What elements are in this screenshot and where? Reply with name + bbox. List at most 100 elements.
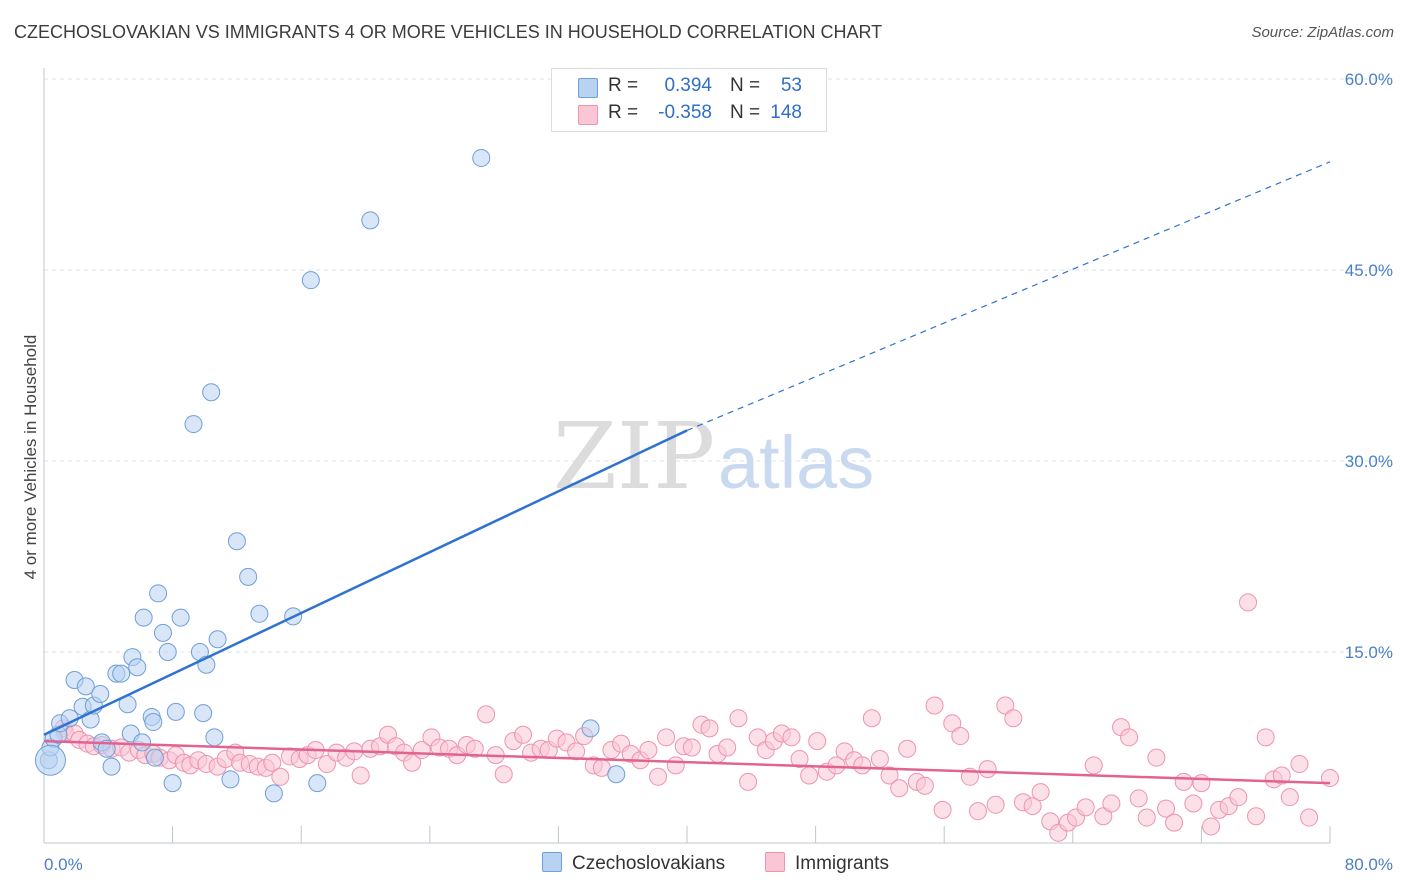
immigrants-trend-line xyxy=(43,739,1331,785)
czechoslovakians-point xyxy=(205,728,224,747)
immigrants-point xyxy=(1174,772,1193,791)
immigrants-point xyxy=(657,728,676,747)
czechoslovakians-point xyxy=(208,630,227,649)
czechoslovakians-trend-extension xyxy=(686,161,1331,431)
immigrants-point xyxy=(1290,755,1309,774)
czechoslovakians-point xyxy=(581,719,600,738)
r-label: R = xyxy=(608,102,639,123)
immigrants-point xyxy=(271,767,290,786)
blue-swatch xyxy=(578,78,598,98)
czechoslovakians-point xyxy=(166,702,185,721)
czechoslovakians-trend-line xyxy=(43,429,688,736)
x-tick-label: 0.0% xyxy=(44,855,83,874)
immigrants-point xyxy=(978,760,997,779)
immigrants-point xyxy=(1239,593,1258,612)
immigrants-point xyxy=(1202,817,1221,836)
czechoslovakians-point xyxy=(308,774,327,793)
trend-lines xyxy=(43,161,1331,785)
axes xyxy=(43,68,1331,844)
immigrants-point xyxy=(943,714,962,733)
y-tick-labels: 15.0% 30.0% 45.0% 60.0% xyxy=(1345,70,1393,662)
chart-title: CZECHOSLOVAKIAN VS IMMIGRANTS 4 OR MORE … xyxy=(14,22,883,42)
immigrants-point xyxy=(1004,709,1023,728)
czechoslovakians-point xyxy=(163,774,182,793)
czechoslovakians-point xyxy=(301,271,320,290)
czechoslovakians-point xyxy=(91,685,110,704)
immigrants-point xyxy=(870,749,889,768)
immigrants-point xyxy=(933,800,952,819)
czechoslovakians-point xyxy=(472,148,491,167)
immigrants-point xyxy=(682,738,701,757)
blue-swatch xyxy=(542,852,562,872)
immigrants-point xyxy=(800,766,819,785)
immigrants-point xyxy=(827,756,846,775)
immigrants-point xyxy=(465,739,484,758)
legend-item-czechoslovakians: Czechoslovakians xyxy=(542,852,725,875)
czechoslovakians-point xyxy=(227,532,246,551)
immigrants-point xyxy=(1272,766,1291,785)
immigrants-point xyxy=(1129,789,1148,808)
czechoslovakians-point xyxy=(607,765,626,784)
immigrants-point xyxy=(1165,813,1184,832)
czechoslovakians-points xyxy=(34,148,626,803)
immigrants-point xyxy=(1300,808,1319,827)
immigrants-point xyxy=(1084,756,1103,775)
immigrants-point xyxy=(639,741,658,760)
immigrants-point xyxy=(700,719,719,738)
n-value: 148 xyxy=(770,102,802,123)
legend-item-immigrants: Immigrants xyxy=(765,852,889,875)
y-tick-label: 15.0% xyxy=(1345,643,1393,662)
watermark: ZIP atlas xyxy=(553,403,874,510)
legend-label: Immigrants xyxy=(795,853,889,874)
immigrants-point xyxy=(1229,788,1248,807)
immigrants-point xyxy=(1031,783,1050,802)
watermark-atlas: atlas xyxy=(718,421,874,504)
czechoslovakians-point xyxy=(202,383,221,402)
immigrants-point xyxy=(729,709,748,728)
immigrants-point xyxy=(514,725,533,744)
immigrants-point xyxy=(898,739,917,758)
immigrants-point xyxy=(1147,748,1166,767)
immigrants-point xyxy=(1192,774,1211,793)
n-label: N = xyxy=(730,75,761,96)
immigrants-point xyxy=(1184,794,1203,813)
x-tick-label: 80.0% xyxy=(1345,855,1393,874)
czechoslovakians-point xyxy=(184,415,203,434)
czechoslovakians-point xyxy=(102,757,121,776)
immigrants-point xyxy=(915,776,934,795)
czechoslovakians-point xyxy=(149,584,168,603)
immigrants-point xyxy=(351,766,370,785)
y-axis-label: 4 or more Vehicles in Household xyxy=(21,335,40,580)
immigrants-point xyxy=(862,709,881,728)
immigrants-points xyxy=(54,593,1339,842)
czechoslovakians-point xyxy=(264,784,283,803)
r-value: -0.358 xyxy=(658,102,712,123)
immigrants-point xyxy=(1076,798,1095,817)
immigrants-point xyxy=(649,767,668,786)
immigrants-point xyxy=(1094,807,1113,826)
immigrants-point xyxy=(890,779,909,798)
czechoslovakians-point xyxy=(128,658,147,677)
czechoslovakians-point xyxy=(145,748,164,767)
immigrants-point xyxy=(263,753,282,772)
immigrants-point xyxy=(477,705,496,724)
czechoslovakians-point xyxy=(153,623,172,642)
x-tick-labels: 0.0% 80.0% xyxy=(44,855,1393,874)
czechoslovakians-point xyxy=(239,567,258,586)
legend-row-immigrants: R = -0.358 N = 148 xyxy=(552,102,826,126)
czechoslovakians-point xyxy=(221,770,240,789)
immigrants-point xyxy=(1157,799,1176,818)
czechoslovakians-point xyxy=(112,664,131,683)
r-label: R = xyxy=(608,75,639,96)
immigrants-point xyxy=(925,696,944,715)
czechoslovakians-point-large xyxy=(34,744,66,776)
pink-swatch xyxy=(578,105,598,125)
n-value: 53 xyxy=(780,75,802,96)
immigrants-point xyxy=(1102,794,1121,813)
immigrants-point xyxy=(968,802,987,821)
immigrants-point xyxy=(1256,728,1275,747)
immigrants-point xyxy=(880,766,899,785)
immigrants-point xyxy=(739,772,758,791)
y-tick-label: 30.0% xyxy=(1345,452,1393,471)
y-tick-label: 45.0% xyxy=(1345,261,1393,280)
